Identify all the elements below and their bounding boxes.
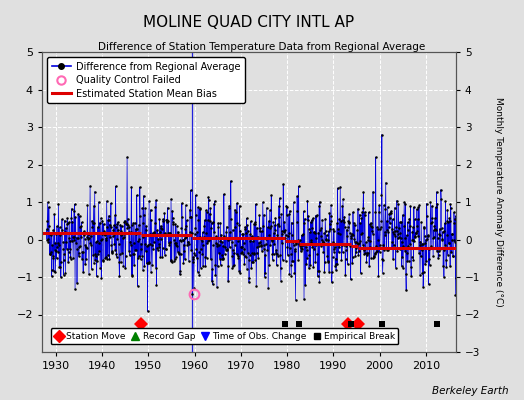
Title: MOLINE QUAD CITY INTL AP: MOLINE QUAD CITY INTL AP <box>144 15 354 30</box>
Legend: Station Move, Record Gap, Time of Obs. Change, Empirical Break: Station Move, Record Gap, Time of Obs. C… <box>51 328 398 344</box>
Y-axis label: Monthly Temperature Anomaly Difference (°C): Monthly Temperature Anomaly Difference (… <box>494 97 503 307</box>
Text: Berkeley Earth: Berkeley Earth <box>432 386 508 396</box>
Text: Difference of Station Temperature Data from Regional Average: Difference of Station Temperature Data f… <box>99 42 425 52</box>
